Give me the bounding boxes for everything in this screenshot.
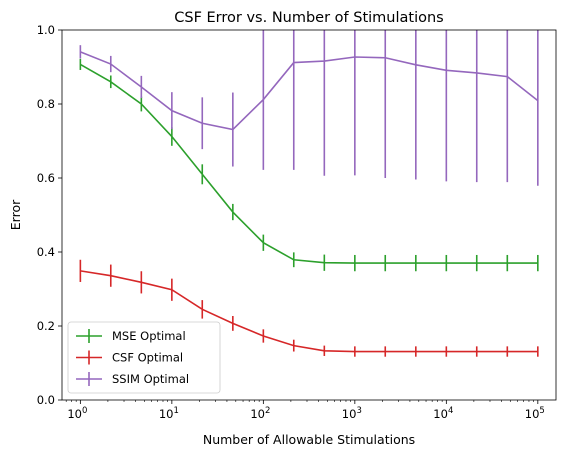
y-tick-label: 0.4 (37, 245, 55, 259)
y-tick-label: 0.8 (37, 97, 55, 111)
legend-item: SSIM Optimal (76, 372, 189, 386)
legend-item: MSE Optimal (76, 329, 186, 343)
series-1 (79, 259, 539, 357)
x-axis-label: Number of Allowable Stimulations (203, 432, 415, 447)
plot-area (79, 30, 539, 357)
legend-item: CSF Optimal (76, 350, 183, 365)
y-tick-label: 0.6 (37, 171, 55, 185)
series-2 (79, 30, 539, 186)
legend-label: CSF Optimal (112, 351, 183, 365)
legend-box (67, 321, 221, 394)
series-0 (79, 58, 539, 272)
y-axis-label: Error (8, 199, 23, 230)
chart-title: CSF Error vs. Number of Stimulations (174, 10, 444, 26)
legend-label: SSIM Optimal (112, 372, 189, 386)
legend-label: MSE Optimal (112, 329, 186, 343)
series-line (80, 270, 538, 353)
y-tick-label: 0.0 (37, 393, 55, 407)
y-tick-label: 1.0 (37, 23, 55, 37)
legend: MSE Optimal CSF Optimal SSIM Optimal (67, 321, 221, 394)
series-line (79, 63, 538, 264)
y-tick-label: 0.2 (37, 319, 55, 333)
axes-frame (61, 29, 557, 401)
series-line (80, 51, 539, 131)
